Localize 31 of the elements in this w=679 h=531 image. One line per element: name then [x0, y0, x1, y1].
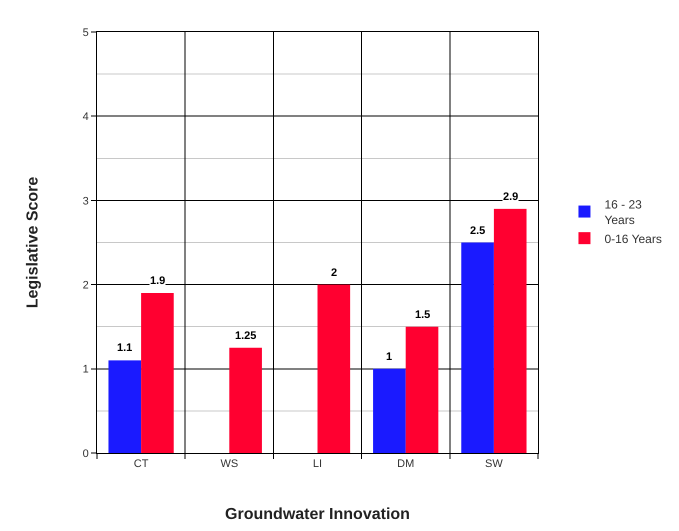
data-label: 1.1: [117, 342, 132, 354]
bar: [108, 360, 142, 453]
data-label: 1.5: [415, 309, 430, 321]
legend-label: 0-16 Years: [604, 232, 662, 246]
data-label: 1.25: [235, 330, 256, 342]
bar: [494, 208, 527, 453]
y-axis-title: Legislative Score: [24, 176, 42, 308]
x-tick-label: WS: [220, 458, 238, 470]
bar: [229, 348, 262, 453]
bar: [406, 326, 438, 453]
x-tick-label: SW: [485, 458, 504, 470]
x-tick-label: CT: [134, 458, 149, 470]
data-label: 2.9: [503, 191, 518, 203]
y-tick-label: 3: [82, 195, 89, 208]
data-label: 1: [386, 351, 392, 363]
data-label: 2: [331, 267, 338, 279]
y-tick-label: 2: [82, 279, 89, 292]
y-tick-label: 4: [82, 111, 89, 124]
y-tick-label: 0: [82, 448, 89, 460]
x-tick-label: DM: [397, 458, 414, 470]
bar: [318, 284, 350, 453]
legend-label: 16 - 23 Years: [604, 197, 642, 228]
data-label: 2.5: [470, 225, 486, 237]
y-tick-label: 1: [82, 364, 89, 376]
y-tick-label: 5: [82, 26, 89, 39]
bar: [461, 242, 494, 453]
data-label: 1.9: [150, 275, 166, 287]
bar: [373, 368, 406, 453]
bar: [141, 293, 174, 453]
x-axis-title: Groundwater Innovation: [225, 506, 410, 523]
x-tick-label: LI: [312, 458, 322, 470]
